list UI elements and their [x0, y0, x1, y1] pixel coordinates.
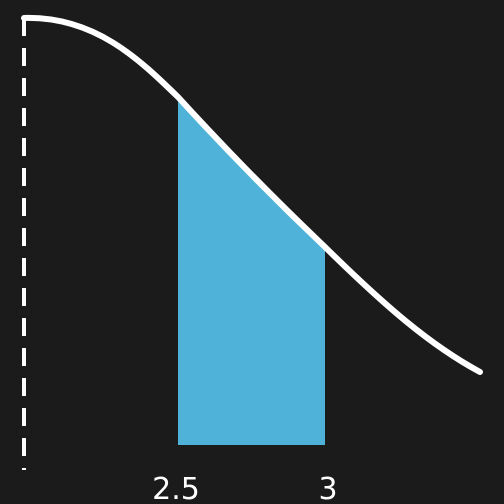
shaded-area	[178, 97, 325, 445]
curve	[21, 14, 483, 375]
tick-label-right: 3	[318, 472, 337, 504]
tick-label-left: 2.5	[152, 472, 200, 504]
